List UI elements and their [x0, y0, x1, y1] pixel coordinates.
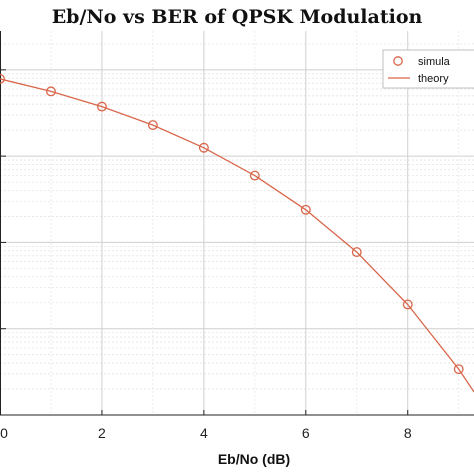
simula-point	[300, 204, 311, 215]
simula-point	[249, 170, 260, 181]
legend-label-theory: theory	[418, 73, 449, 85]
legend-label-simula: simula	[418, 56, 451, 68]
theory-series	[0, 78, 474, 393]
axes	[0, 31, 474, 416]
simula-point	[453, 364, 464, 375]
chart-title: Eb/No vs BER of QPSK Modulation	[52, 6, 423, 28]
x-tick-label: 2	[98, 425, 106, 441]
simula-point	[147, 120, 158, 131]
simulation-series	[0, 73, 464, 375]
legend-marker-simula	[393, 56, 403, 66]
theory-line	[0, 78, 474, 393]
simula-point	[96, 101, 107, 112]
legend: simula theory	[382, 49, 474, 89]
x-tick-label: 8	[404, 425, 412, 441]
plot-area	[0, 31, 474, 415]
simula-point	[0, 73, 5, 84]
x-tick-label: 4	[200, 425, 208, 441]
grid-lines	[0, 31, 474, 416]
simula-point	[351, 247, 362, 258]
simula-point	[402, 299, 413, 310]
x-tick-label: 6	[302, 425, 310, 441]
x-axis-label: Eb/No (dB)	[218, 451, 290, 467]
simula-point	[198, 142, 209, 153]
x-tick-labels: 0 2 4 6 8	[0, 410, 412, 441]
simula-point	[46, 86, 56, 97]
x-tick-label: 0	[0, 425, 8, 441]
